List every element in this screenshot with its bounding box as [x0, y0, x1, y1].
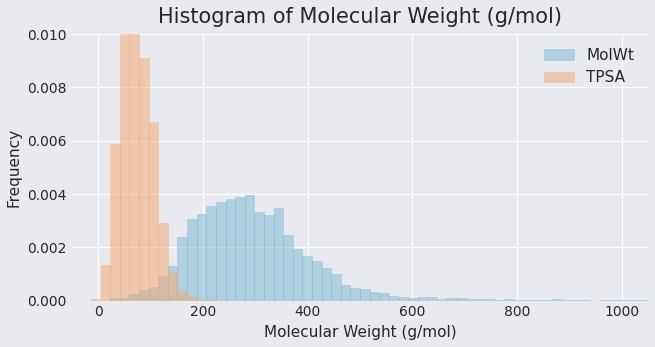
Bar: [350, 288, 360, 301]
Bar: [360, 289, 369, 301]
Bar: [178, 237, 187, 301]
Bar: [245, 195, 254, 301]
Bar: [447, 298, 456, 301]
Bar: [322, 268, 331, 301]
Bar: [485, 299, 495, 301]
Bar: [168, 266, 178, 301]
Title: Histogram of Molecular Weight (g/mol): Histogram of Molecular Weight (g/mol): [158, 7, 562, 27]
Bar: [283, 235, 293, 301]
Bar: [130, 0, 139, 301]
Bar: [149, 287, 159, 301]
Bar: [504, 299, 514, 301]
Bar: [91, 299, 101, 301]
Bar: [331, 274, 341, 301]
Bar: [552, 299, 561, 301]
Bar: [456, 298, 466, 301]
X-axis label: Molecular Weight (g/mol): Molecular Weight (g/mol): [264, 325, 457, 340]
Bar: [196, 214, 206, 301]
Bar: [110, 144, 120, 301]
Bar: [466, 299, 475, 301]
Bar: [341, 285, 350, 301]
Bar: [196, 300, 206, 301]
Bar: [120, 298, 130, 301]
Bar: [274, 208, 283, 301]
Bar: [130, 294, 139, 301]
Bar: [561, 300, 571, 301]
Bar: [619, 300, 629, 301]
Bar: [187, 219, 196, 301]
Bar: [168, 272, 178, 301]
Bar: [312, 261, 322, 301]
Legend: MolWt, TPSA: MolWt, TPSA: [538, 42, 641, 92]
Bar: [120, 0, 130, 301]
Bar: [514, 300, 523, 301]
Bar: [600, 300, 610, 301]
Bar: [408, 298, 418, 301]
Bar: [398, 297, 408, 301]
Bar: [110, 298, 120, 301]
Bar: [216, 202, 225, 301]
Bar: [235, 197, 245, 301]
Bar: [523, 300, 533, 301]
Bar: [475, 298, 485, 301]
Bar: [159, 276, 168, 301]
Bar: [369, 293, 379, 301]
Bar: [149, 122, 159, 301]
Bar: [159, 223, 168, 301]
Bar: [418, 297, 427, 301]
Bar: [206, 206, 216, 301]
Bar: [101, 265, 110, 301]
Bar: [629, 300, 639, 301]
Bar: [427, 297, 437, 301]
Bar: [139, 58, 149, 301]
Bar: [495, 300, 504, 301]
Y-axis label: Frequency: Frequency: [7, 128, 22, 207]
Bar: [187, 297, 196, 301]
Bar: [264, 215, 274, 301]
Bar: [178, 291, 187, 301]
Bar: [139, 290, 149, 301]
Bar: [303, 256, 312, 301]
Bar: [389, 296, 398, 301]
Bar: [437, 299, 447, 301]
Bar: [293, 249, 303, 301]
Bar: [254, 212, 264, 301]
Bar: [225, 198, 235, 301]
Bar: [610, 300, 619, 301]
Bar: [379, 293, 389, 301]
